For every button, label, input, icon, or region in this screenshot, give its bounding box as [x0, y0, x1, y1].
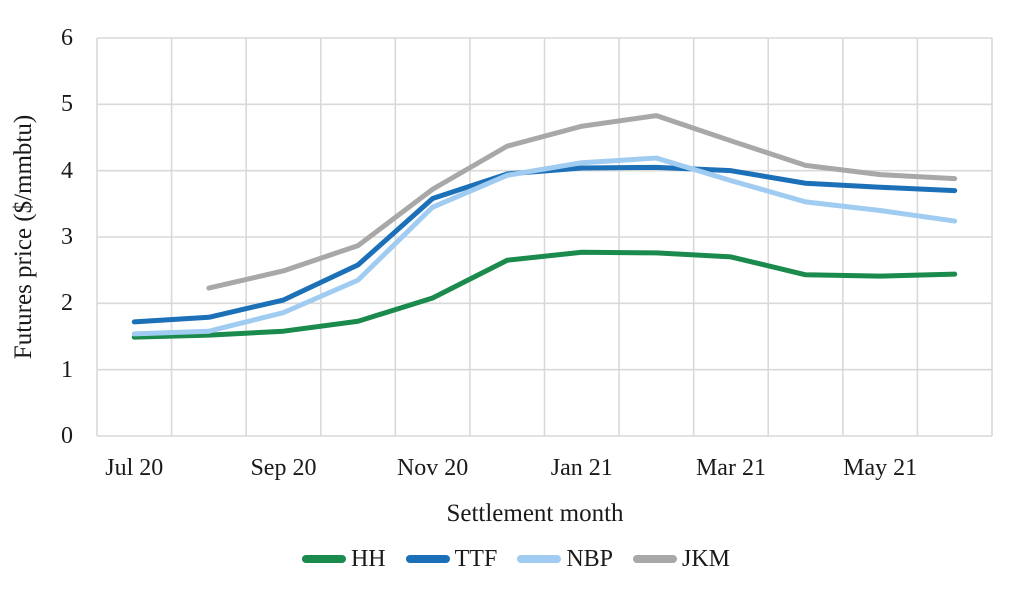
x-axis-title: Settlement month — [446, 500, 624, 527]
legend-swatch-hh — [301, 555, 346, 563]
y-tick-label-0: 0 — [61, 423, 73, 449]
legend-item-ttf: TTF — [405, 544, 498, 574]
x-tick-label-jul-20: Jul 20 — [105, 455, 164, 481]
x-tick-label-nov-20: Nov 20 — [396, 455, 469, 481]
x-tick-label-mar-21: Mar 21 — [695, 455, 766, 481]
y-tick-label-4: 4 — [61, 157, 73, 184]
legend-item-jkm: JKM — [633, 544, 730, 574]
x-tick-label-may-21: May 21 — [843, 455, 918, 481]
series-line-hh — [131, 249, 958, 340]
y-tick-label-6: 6 — [61, 25, 73, 51]
legend: HH TTF NBP JKM — [301, 544, 730, 574]
series-line-jkm — [206, 113, 958, 291]
legend-label-hh: HH — [350, 546, 386, 572]
y-tick-label-1: 1 — [61, 356, 73, 383]
legend-item-hh: HH — [301, 544, 386, 574]
y-tick-label-3: 3 — [61, 224, 73, 250]
legend-label-jkm: JKM — [682, 546, 731, 572]
x-tick-label-sep-20: Sep 20 — [250, 455, 317, 481]
x-tick-label-jan-21: Jan 21 — [550, 455, 613, 481]
y-tick-label-2: 2 — [61, 290, 73, 317]
series-line-nbp — [131, 155, 958, 337]
legend-swatch-jkm — [633, 555, 678, 563]
legend-swatch-ttf — [405, 555, 450, 563]
legend-swatch-nbp — [517, 555, 562, 563]
legend-item-nbp: NBP — [517, 544, 613, 574]
legend-label-ttf: TTF — [454, 546, 498, 572]
y-tick-label-5: 5 — [61, 91, 73, 118]
legend-label-nbp: NBP — [566, 546, 614, 572]
